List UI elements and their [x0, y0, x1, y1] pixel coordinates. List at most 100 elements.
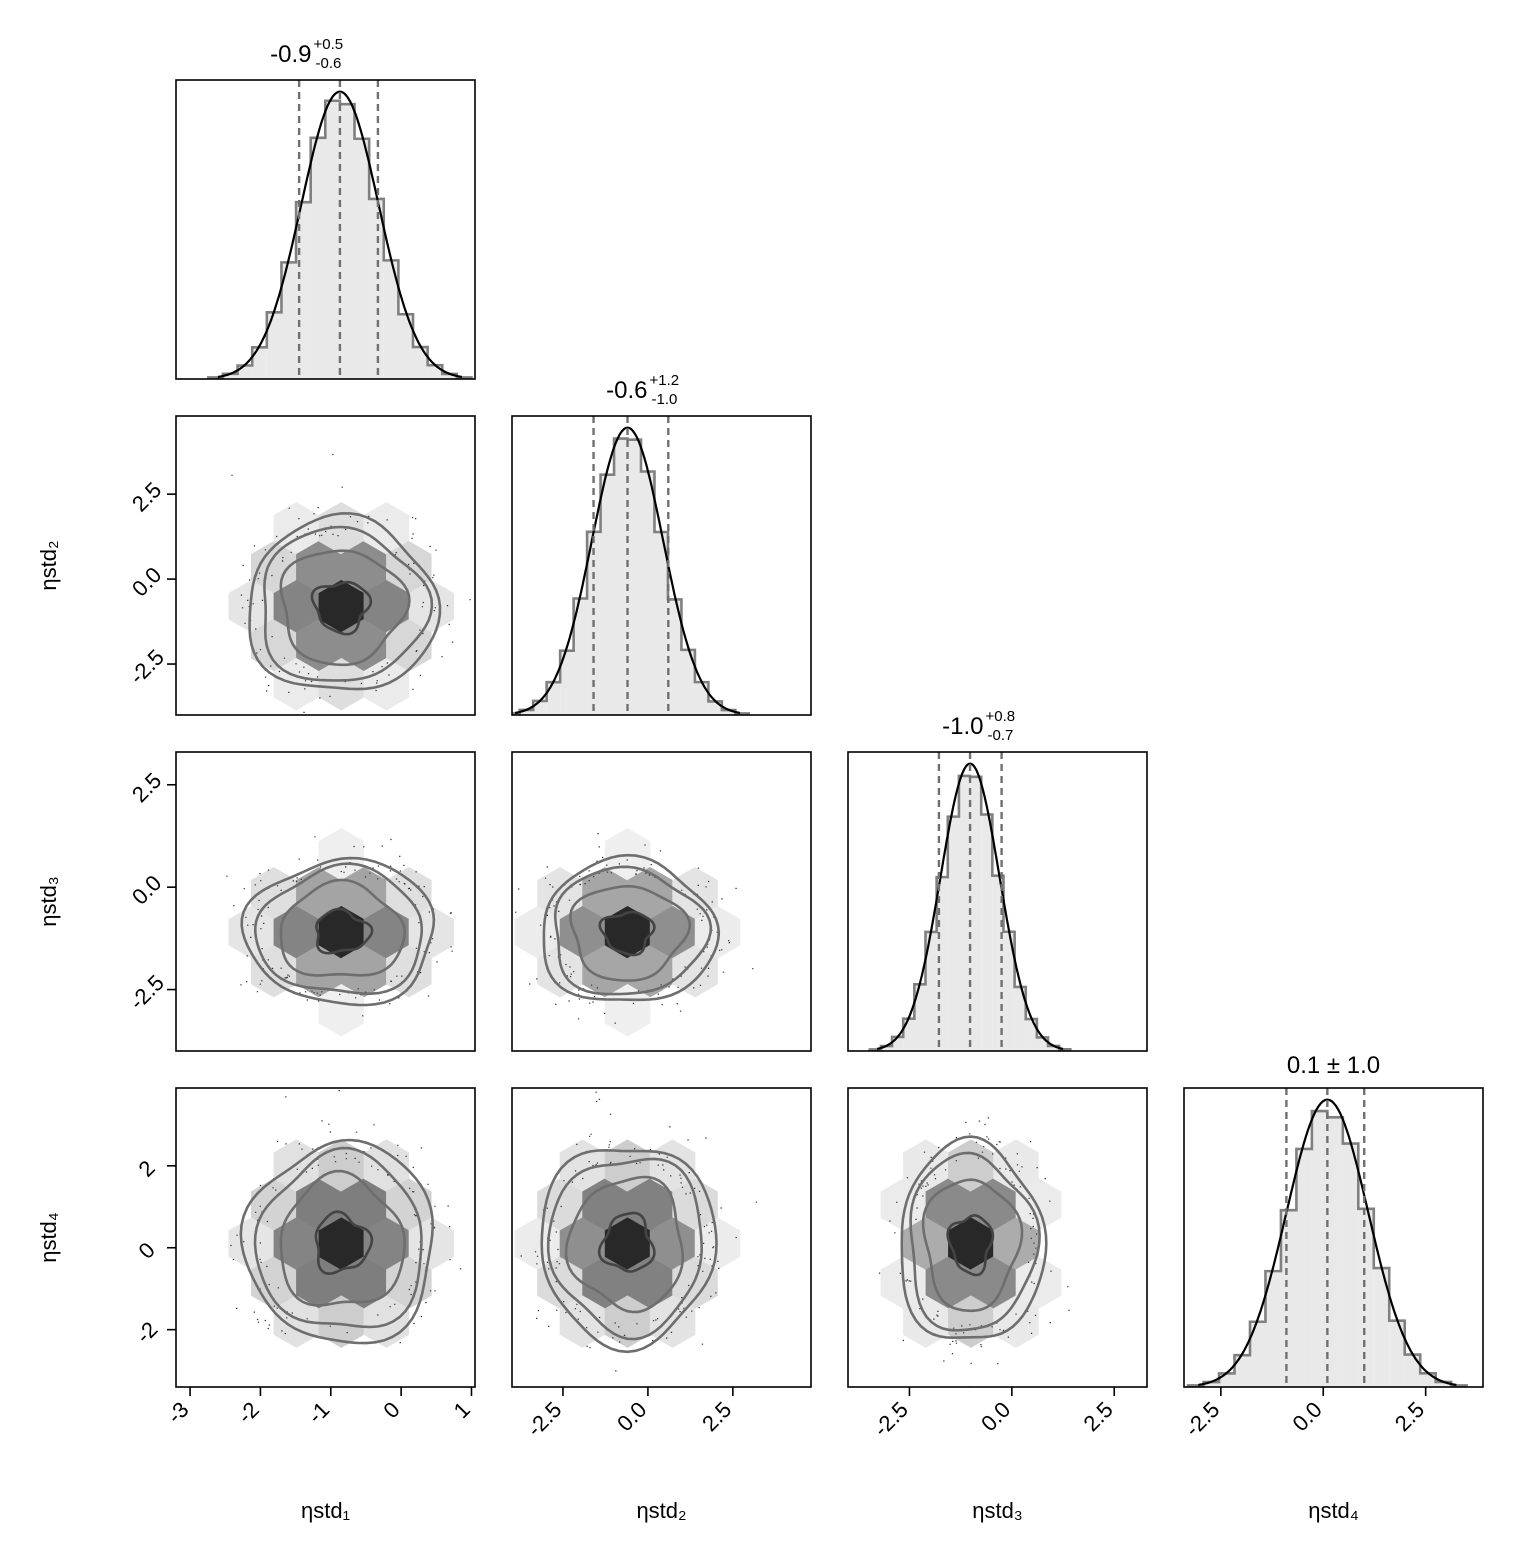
contour-line	[900, 1135, 1048, 1340]
hexbin	[948, 1217, 994, 1270]
marginal-title-minus-1: -0.6	[316, 55, 342, 72]
marginal-title-plus-1: +0.5	[314, 36, 344, 53]
hist-bar	[222, 373, 238, 379]
hist-bar	[1358, 1208, 1374, 1387]
contour-line	[553, 865, 713, 996]
hist-bar	[947, 816, 959, 1051]
contour-line	[542, 853, 721, 1002]
marginal-frame-3	[847, 751, 1148, 1052]
hist-bar	[1389, 1320, 1405, 1387]
hist-bar	[892, 1036, 904, 1051]
kde-line	[514, 426, 741, 715]
hist-bar	[413, 347, 428, 379]
marginal-title-2: -0.6	[606, 377, 647, 404]
x-axis-label-3: ηstd₃	[972, 1498, 1023, 1523]
hist-bar	[1280, 1210, 1297, 1387]
contour-line	[279, 1169, 407, 1307]
hist-bar	[325, 100, 340, 379]
hist-step	[207, 99, 473, 379]
hexbin	[228, 906, 274, 959]
marginal-panel-3	[868, 752, 1072, 1051]
hist-bar	[1265, 1271, 1281, 1387]
hexbin	[251, 541, 297, 594]
hexbin	[341, 1178, 387, 1231]
joint-panel-3-2	[514, 828, 754, 1037]
hexbin	[251, 619, 297, 672]
hist-bar	[992, 875, 1004, 1051]
contour-line	[598, 910, 656, 957]
hist-bar	[654, 532, 668, 715]
contour-line	[279, 549, 411, 667]
x-axis-label-2: ηstd₂	[636, 1498, 686, 1523]
hexbin	[273, 502, 319, 555]
hexbin	[363, 1217, 410, 1270]
hist-step	[512, 437, 751, 715]
y-tick-label: 0	[134, 1237, 160, 1263]
x-tick-label: -2.5	[868, 1397, 912, 1441]
hist-bar	[694, 682, 709, 715]
x-tick-label: -2	[232, 1397, 264, 1429]
contour-line	[248, 512, 442, 691]
marginal-title-plus-3: +0.8	[986, 708, 1016, 725]
hexbin	[925, 1178, 972, 1231]
hist-bar	[237, 365, 253, 379]
hexbin	[363, 1139, 410, 1192]
hist-bar	[1249, 1321, 1266, 1387]
hexbin	[514, 906, 561, 959]
hexbin	[672, 945, 718, 998]
hexbin	[582, 945, 628, 998]
marginal-title-1: -0.9	[270, 41, 311, 68]
hist-bar	[1203, 1382, 1220, 1387]
hist-bar	[681, 649, 695, 715]
contour-line	[315, 907, 374, 955]
hexbin	[604, 906, 651, 959]
hist-bar	[546, 682, 561, 715]
contour-line	[597, 1211, 656, 1273]
hexbin	[341, 541, 387, 594]
joint-frame-2-1	[175, 415, 476, 716]
hist-bar	[1311, 1111, 1328, 1387]
joint-frame-3-1	[175, 751, 476, 1052]
hist-bar	[1404, 1354, 1421, 1387]
hist-bar	[1342, 1143, 1359, 1387]
x-tick-label: 0.0	[1287, 1397, 1326, 1436]
joint-frame-4-2	[511, 1087, 812, 1388]
hist-bar	[600, 474, 615, 715]
hexbin	[582, 867, 628, 920]
hexbin	[970, 1256, 1017, 1309]
marginal-title-4: 0.1 ± 1.0	[1287, 1052, 1380, 1079]
hist-bar	[252, 347, 267, 379]
y-tick-label: -2	[131, 1317, 163, 1349]
marginal-title-minus-3: -0.7	[988, 727, 1014, 744]
x-tick-label: 2.5	[1078, 1397, 1117, 1436]
contour-line	[921, 1178, 1024, 1313]
y-tick-label: 0.0	[127, 870, 166, 909]
hexbin	[604, 984, 651, 1037]
hist-bar	[266, 312, 282, 379]
hist-bar	[903, 1018, 915, 1051]
hist-bar	[533, 700, 547, 715]
hist-bar	[1048, 1045, 1060, 1051]
hist-bar	[1219, 1373, 1235, 1387]
marginal-title-plus-2: +1.2	[650, 372, 680, 389]
hist-bar	[519, 709, 534, 715]
hexbin	[251, 1178, 297, 1231]
hexbin	[363, 906, 410, 959]
x-tick-label: 0.0	[976, 1397, 1015, 1436]
y-tick-label: -2.5	[124, 970, 168, 1014]
hexbin	[318, 984, 365, 1037]
contour-line	[239, 1138, 435, 1345]
hexbin	[627, 1178, 673, 1231]
hist-bar	[1014, 986, 1026, 1051]
contour-line	[314, 1210, 374, 1276]
y-axis-label-3: ηstd₃	[36, 876, 61, 927]
hexbin	[582, 1256, 628, 1309]
hist-bar	[880, 1046, 893, 1051]
scatter-points	[230, 1090, 462, 1344]
kde-line	[1198, 1098, 1457, 1387]
marginal-frame-4	[1183, 1087, 1484, 1388]
hist-bar	[1420, 1373, 1436, 1387]
hexbin	[649, 906, 696, 959]
hist-bar	[1435, 1381, 1452, 1387]
